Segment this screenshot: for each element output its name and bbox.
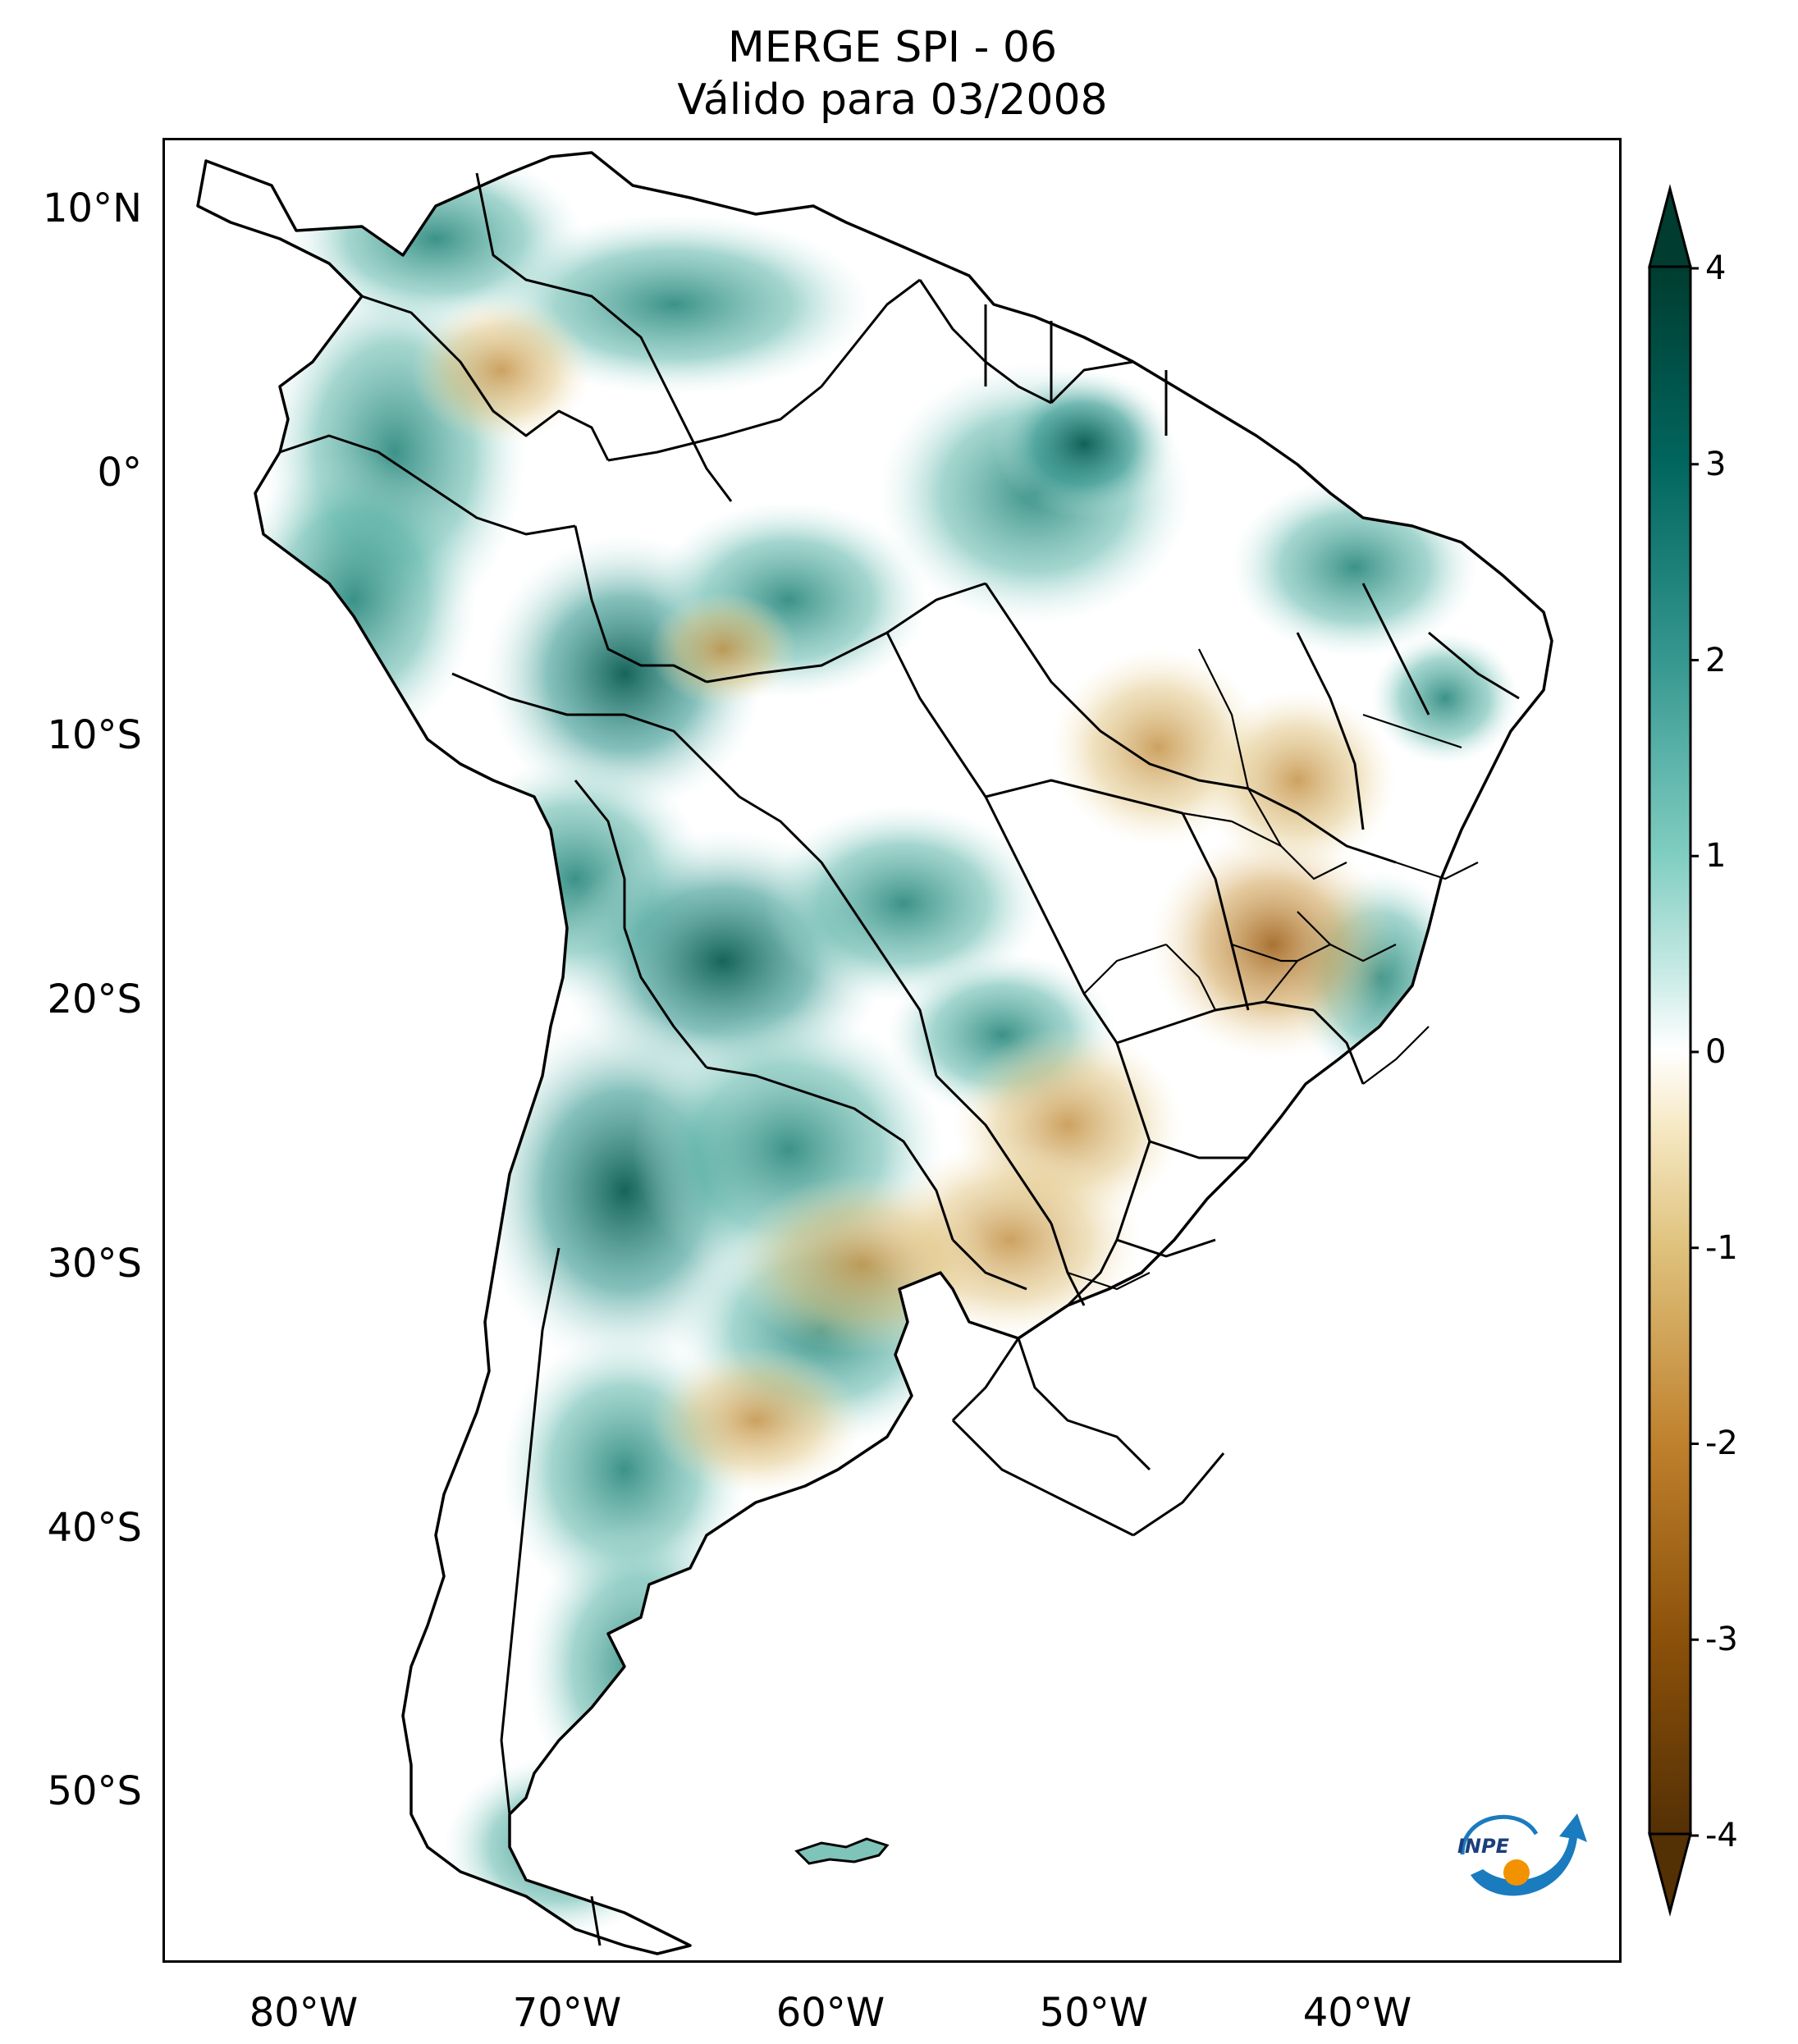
lon-label: 70°W	[513, 1990, 622, 2036]
colorbar-tick-label: 4	[1705, 249, 1726, 287]
colorbar-tick-label: -3	[1705, 1621, 1738, 1658]
lon-label: 50°W	[1040, 1990, 1149, 2036]
lon-label: 60°W	[776, 1990, 885, 2036]
lat-label: 10°S	[47, 712, 142, 758]
logo-text: INPE	[1457, 1835, 1510, 1858]
map-subtitle: Válido para 03/2008	[164, 75, 1621, 125]
inpe-logo: INPE	[1446, 1797, 1592, 1904]
falkland-islands	[797, 1839, 887, 1863]
colorbar-tick-label: 1	[1705, 837, 1726, 875]
lat-label: 40°S	[47, 1505, 142, 1551]
map-title: MERGE SPI - 06	[164, 23, 1621, 72]
colorbar	[1641, 181, 1699, 1920]
lat-label: 30°S	[47, 1241, 142, 1287]
colorbar-tick-label: -4	[1705, 1817, 1738, 1854]
colorbar-tick-label: -1	[1705, 1229, 1738, 1267]
lon-label: 80°W	[249, 1990, 359, 2036]
logo-sun-icon	[1503, 1859, 1530, 1886]
colorbar-bottom-extend	[1649, 1834, 1690, 1912]
lat-label: 10°N	[43, 185, 142, 231]
colorbar-body	[1649, 267, 1690, 1834]
spi-map	[165, 140, 1619, 1960]
map-frame	[162, 138, 1622, 1963]
lat-label: 0°	[97, 450, 142, 496]
colorbar-tick-label: 0	[1705, 1033, 1726, 1071]
lat-label: 20°S	[47, 976, 142, 1022]
lat-label: 50°S	[47, 1768, 142, 1814]
colorbar-tick-label: -2	[1705, 1424, 1738, 1462]
colorbar-tick-label: 2	[1705, 642, 1726, 679]
colorbar-top-extend	[1649, 189, 1690, 267]
colorbar-tick-label: 3	[1705, 446, 1726, 483]
lon-label: 40°W	[1303, 1990, 1412, 2036]
